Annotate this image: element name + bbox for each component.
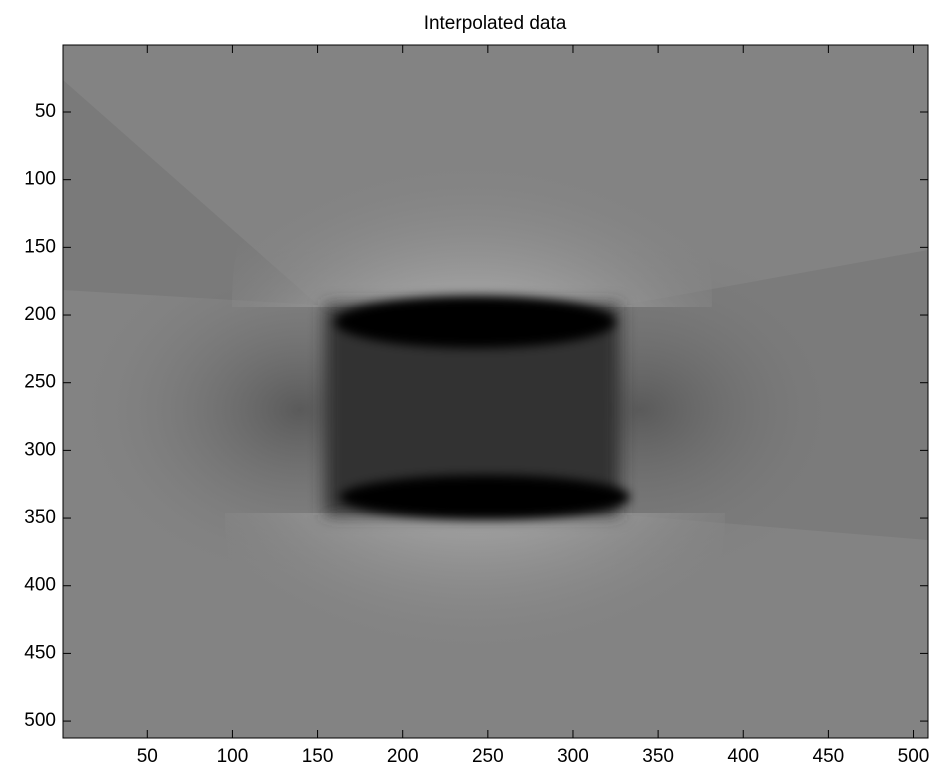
x-tick-label: 250 — [472, 746, 504, 767]
y-tick-label: 50 — [35, 101, 56, 122]
chart-title: Interpolated data — [424, 13, 567, 34]
x-tick-label: 200 — [387, 746, 419, 767]
y-tick-label: 300 — [24, 439, 56, 460]
y-tick-label: 450 — [24, 642, 56, 663]
y-tick-label: 200 — [24, 304, 56, 325]
y-tick-label: 500 — [24, 710, 56, 731]
x-tick-label: 100 — [217, 746, 249, 767]
x-tick-label: 150 — [302, 746, 334, 767]
image — [63, 45, 928, 738]
x-tick-label: 450 — [813, 746, 845, 767]
x-tick-label: 350 — [642, 746, 674, 767]
x-tick-label: 50 — [137, 746, 158, 767]
y-tick-label: 400 — [24, 575, 56, 596]
y-tick-label: 250 — [24, 372, 56, 393]
x-tick-label: 400 — [727, 746, 759, 767]
x-tick-label: 500 — [898, 746, 930, 767]
y-tick-label: 100 — [24, 169, 56, 190]
x-tick-label: 300 — [557, 746, 589, 767]
plot-frame — [62, 44, 929, 739]
y-tick-label: 350 — [24, 507, 56, 528]
y-tick-label: 150 — [24, 236, 56, 257]
